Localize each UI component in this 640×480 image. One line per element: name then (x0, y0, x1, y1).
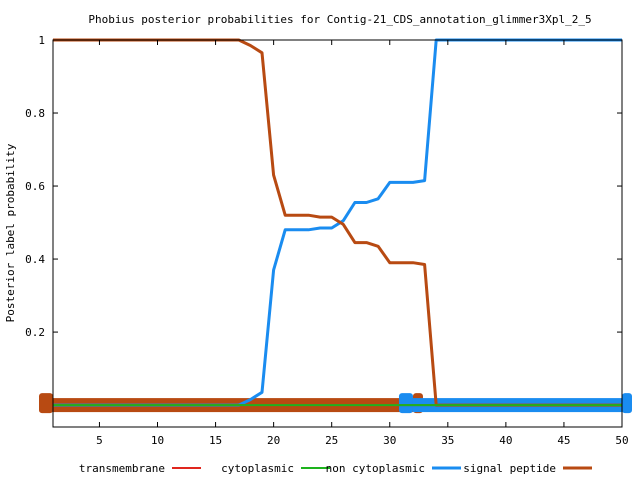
region-bar-end-cap-non-cytoplasmic (622, 393, 632, 414)
y-tick-label: 0.2 (25, 326, 45, 339)
x-tick-label: 25 (325, 434, 338, 447)
series-line-non-cytoplasmic (53, 38, 622, 407)
y-tick-label: 1 (38, 34, 45, 47)
y-tick-label: 0.8 (25, 107, 45, 120)
x-tick-label: 10 (151, 434, 164, 447)
region-bars (39, 393, 632, 414)
legend-label-signal-peptide: signal peptide (463, 462, 556, 475)
x-tick-label: 35 (441, 434, 454, 447)
region-bar-start-cap-non-cytoplasmic (398, 393, 413, 414)
legend-label-transmembrane: transmembrane (79, 462, 165, 475)
x-tick-label: 15 (209, 434, 222, 447)
series-lines (53, 38, 622, 407)
y-tick-label: 0.4 (25, 253, 45, 266)
x-tick-label: 50 (615, 434, 628, 447)
x-tick-label: 30 (383, 434, 396, 447)
y-axis-label: Posterior label probability (4, 143, 17, 322)
region-bar-start-cap-signal-peptide (39, 393, 53, 414)
legend: transmembrane cytoplasmic non cytoplasmic s… (79, 462, 592, 475)
legend-label-non-cytoplasmic: non cytoplasmic (326, 462, 425, 475)
y-ticks: 0.2 0.4 0.6 0.8 1 (25, 34, 622, 339)
series-line-signal-peptide (53, 38, 622, 407)
legend-label-cytoplasmic: cytoplasmic (221, 462, 294, 475)
chart-title: Phobius posterior probabilities for Cont… (88, 13, 591, 26)
y-tick-label: 0.6 (25, 180, 45, 193)
plot-frame (52, 39, 623, 428)
x-ticks: 5 10 15 20 25 30 35 40 45 50 (96, 40, 629, 447)
x-tick-label: 45 (557, 434, 570, 447)
x-tick-label: 20 (267, 434, 280, 447)
x-tick-label: 5 (96, 434, 103, 447)
x-tick-label: 40 (499, 434, 512, 447)
